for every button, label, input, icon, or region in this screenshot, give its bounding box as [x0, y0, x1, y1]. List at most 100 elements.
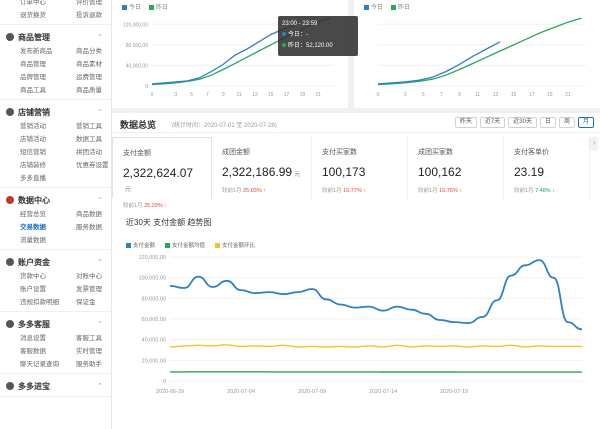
- sidebar-item[interactable]: 商品分类: [76, 48, 102, 55]
- x-tick-label: 21: [565, 92, 571, 98]
- sidebar-item[interactable]: 客服工具: [76, 335, 102, 342]
- range-button-2[interactable]: 近30天: [508, 117, 537, 128]
- sidebar-item[interactable]: 投诉退款: [76, 12, 102, 19]
- sidebar-section-2[interactable]: 数据中心 ⌃: [0, 192, 111, 208]
- range-button-1[interactable]: 近7天: [479, 117, 506, 128]
- sidebar-item[interactable]: 订单中心: [20, 0, 46, 6]
- sidebar-item[interactable]: 营销工具: [76, 123, 102, 130]
- x-tick-label: 3: [404, 92, 407, 98]
- sidebar-section-0[interactable]: 商品管理 ⌃: [0, 29, 111, 45]
- range-button-3[interactable]: 日: [539, 117, 556, 128]
- sidebar-item[interactable]: 发布新商品: [20, 48, 53, 55]
- y-tick-label: 20,000.00: [142, 358, 166, 364]
- x-tick-label: 17: [284, 92, 290, 98]
- metric-card[interactable]: 成团买家数 100,162 较前1月 16.76% ↑: [408, 137, 504, 199]
- chevron-up-icon[interactable]: ⌃: [97, 383, 103, 390]
- sidebar-section-1[interactable]: 店铺营销 ⌃: [0, 104, 111, 120]
- x-tick-label: 19: [300, 92, 306, 98]
- chevron-up-icon[interactable]: ⌃: [97, 197, 103, 204]
- sidebar-item[interactable]: 优惠券设置: [76, 162, 109, 169]
- divider: [0, 249, 111, 250]
- legend-item[interactable]: 支付金额均值: [165, 241, 205, 249]
- sidebar-item[interactable]: 保证金: [76, 299, 96, 306]
- legend-item[interactable]: 支付金额: [126, 241, 155, 249]
- y-tick-label: 80,000.00: [142, 296, 166, 302]
- arrow-up-icon: ↑: [261, 188, 267, 194]
- chevron-up-icon[interactable]: ⌃: [97, 321, 103, 328]
- overview-header: 数据总览 (统计时间：2020-07-01 至 2020-07-28) 昨天 近7…: [112, 113, 600, 133]
- trend-title: 近30天 支付金额 趋势图: [126, 218, 212, 227]
- sidebar-item[interactable]: 评价管理: [76, 0, 102, 6]
- metric-card[interactable]: 支付买家数 100,173 较前1月 16.77% ↑: [312, 137, 408, 199]
- overview-date-range: (统计时间：2020-07-01 至 2020-07-28): [172, 123, 277, 129]
- range-button-4[interactable]: 周: [558, 117, 575, 128]
- sidebar-item[interactable]: 退货换货: [20, 12, 46, 19]
- sidebar-item[interactable]: 商品素材: [76, 61, 102, 68]
- sidebar-item[interactable]: 数据工具: [76, 136, 102, 143]
- sidebar-item[interactable]: 商品工具: [20, 87, 46, 94]
- tooltip-today: 今日：-: [282, 30, 354, 41]
- sidebar-item[interactable]: 经营总览: [20, 211, 46, 218]
- range-button-0[interactable]: 昨天: [454, 117, 477, 128]
- metric-value: 100,173: [322, 165, 397, 179]
- sidebar-item[interactable]: 商品数据: [76, 211, 102, 218]
- arrow-up-icon: ↑: [361, 188, 367, 194]
- sidebar-item[interactable]: 消息设置: [20, 335, 46, 342]
- sidebar-item[interactable]: 商品质量: [76, 87, 102, 94]
- sidebar-item[interactable]: 店铺装修: [20, 162, 46, 169]
- sidebar-item[interactable]: 交易数据: [20, 224, 46, 231]
- metric-card[interactable]: 成团金额 2,322,186.99 元较前1月 25.03% ↑: [212, 137, 312, 199]
- sidebar-item[interactable]: 对账中心: [76, 273, 102, 280]
- arrow-down-icon: ↓: [550, 188, 555, 194]
- sidebar-item[interactable]: 多多直播: [20, 175, 46, 182]
- sidebar-item[interactable]: 服务助手: [76, 361, 102, 368]
- sidebar-item[interactable]: 品牌管理: [20, 74, 46, 81]
- sidebar-item[interactable]: 运费管理: [76, 74, 102, 81]
- metric-number: 23.19: [514, 165, 545, 179]
- compare-label: 较前1月: [418, 188, 438, 194]
- sidebar-section-items: 经营总览 商品数据交易数据 服务数据流量数据: [0, 208, 111, 247]
- sidebar-item[interactable]: 实时管理: [76, 348, 102, 355]
- sidebar-item[interactable]: 商品管理: [20, 61, 46, 68]
- metric-card[interactable]: 支付客单价 23.19 较前1月 7.48% ↓: [504, 137, 590, 199]
- sidebar-section-items: 营销活动 营销工具店铺活动 数据工具短信营销 拼团活动店铺装修 优惠券设置多多直播: [0, 120, 111, 185]
- tooltip-yesterday: 昨日：52,120.00: [282, 41, 354, 52]
- sidebar-item[interactable]: 短信营销: [20, 149, 46, 156]
- sidebar-item[interactable]: 违规扣款明细: [20, 299, 59, 306]
- sidebar-item[interactable]: 流量数据: [20, 237, 46, 244]
- realtime-charts: 今日 昨日 120,000.00 80,000.00 40,000.00 0 0 3 5 7 9…: [112, 0, 600, 108]
- trend-chart: 120,000.00 100,000.00 80,000.00 60,000.00 40…: [138, 255, 583, 395]
- chevron-up-icon[interactable]: ⌃: [97, 259, 103, 266]
- sidebar-section-3[interactable]: 账户资金 ⌃: [0, 254, 111, 270]
- sidebar-item[interactable]: [76, 172, 111, 185]
- metric-number: 2,322,186.99: [222, 165, 293, 179]
- chevron-up-icon[interactable]: ⌃: [97, 109, 103, 116]
- x-tick-label: 2020-07-04: [227, 389, 255, 395]
- sidebar-item[interactable]: 店铺活动: [20, 136, 46, 143]
- sidebar-item[interactable]: [76, 234, 111, 247]
- legend-item[interactable]: 支付金额环比: [215, 241, 255, 249]
- x-tick-label: 2020-07-19: [440, 389, 468, 395]
- x-tick-label: 5: [190, 92, 193, 98]
- sidebar-item[interactable]: 发票管理: [76, 286, 102, 293]
- sidebar-section-4[interactable]: 多多客服 ⌃: [0, 316, 111, 332]
- sidebar-item[interactable]: 拼团活动: [76, 149, 102, 156]
- range-button-5[interactable]: 月: [577, 117, 594, 128]
- divider: [0, 396, 111, 397]
- legend-label: 支付金额: [133, 243, 156, 249]
- sidebar-section-title: 店铺营销: [18, 107, 50, 117]
- realtime-chart-left-svg: 120,000.00 80,000.00 40,000.00 00 3 5 7 9 11 13 15…: [123, 17, 334, 98]
- metric-card[interactable]: 支付金额 2,322,624.07 元 较前1月 25.29% ↑: [112, 137, 212, 209]
- sidebar-section-items: 消息设置 客服工具客服数据 实时管理聊天记录查询 服务助手: [0, 332, 111, 371]
- chevron-up-icon[interactable]: ⌃: [97, 34, 103, 41]
- y-tick-label: 40,000.00: [126, 63, 148, 69]
- sidebar-item[interactable]: 聊天记录查询: [20, 361, 59, 368]
- sidebar-section-5[interactable]: 多多进宝 ⌃: [0, 378, 111, 394]
- sidebar-item[interactable]: 服务数据: [76, 224, 102, 231]
- sidebar-item[interactable]: 营销活动: [20, 123, 46, 130]
- sidebar-item[interactable]: 账户设置: [20, 286, 46, 293]
- sidebar-item[interactable]: 货款中心: [20, 273, 46, 280]
- sidebar-section-items: 发布新商品 商品分类商品管理 商品素材品牌管理 运费管理商品工具 商品质量: [0, 45, 111, 97]
- chevron-right-icon[interactable]: ›: [590, 137, 598, 151]
- sidebar-item[interactable]: 客服数据: [20, 348, 46, 355]
